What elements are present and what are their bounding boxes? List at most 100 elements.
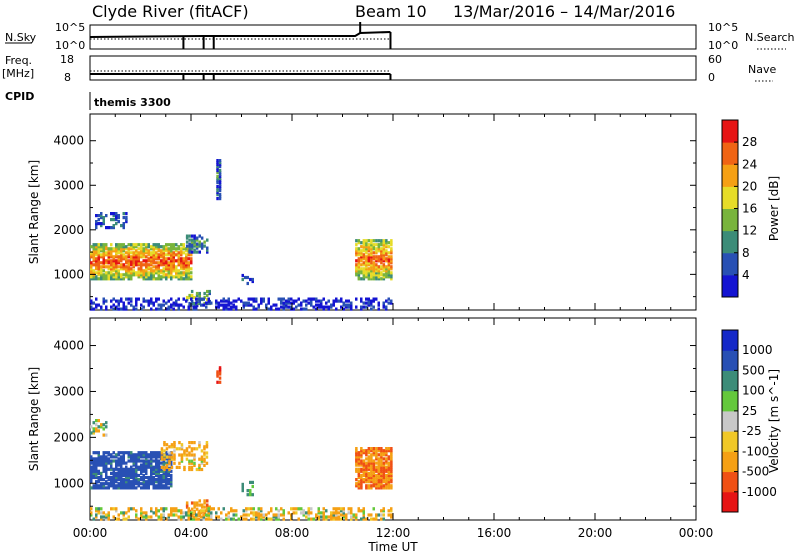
data-cell [140, 275, 143, 279]
data-cell [112, 307, 115, 311]
data-cell [117, 299, 120, 303]
data-cell [160, 271, 163, 275]
data-cell [97, 461, 100, 465]
data-cell [385, 478, 388, 482]
data-cell [117, 457, 120, 461]
data-cell [117, 467, 120, 471]
data-cell [92, 429, 95, 433]
data-cell [90, 507, 93, 511]
data-cell [190, 261, 193, 265]
data-cell [145, 482, 148, 486]
data-cell [198, 441, 201, 445]
data-cell [265, 303, 268, 307]
data-cell [95, 469, 98, 473]
data-cell [180, 247, 183, 251]
data-cell [90, 265, 93, 269]
data-cell [157, 465, 160, 469]
data-cell [172, 509, 175, 513]
data-cell [127, 249, 130, 253]
data-cell [265, 513, 268, 517]
data-cell [332, 517, 335, 521]
data-cell [135, 465, 138, 469]
data-cell [95, 247, 98, 251]
data-cell [290, 307, 293, 311]
data-cell [95, 427, 98, 431]
data-cell [190, 246, 194, 250]
data-cell [375, 249, 378, 253]
data-cell [180, 259, 183, 263]
data-cell [377, 275, 381, 279]
data-cell [117, 269, 120, 273]
data-cell [135, 453, 138, 457]
data-cell [375, 451, 378, 455]
data-cell [360, 461, 363, 465]
data-cell [370, 469, 373, 473]
data-cell [370, 241, 373, 245]
data-cell [182, 271, 185, 275]
data-cell [155, 453, 158, 457]
data-cell [150, 269, 153, 273]
data-cell [173, 457, 176, 461]
data-cell [90, 467, 93, 471]
data-cell [241, 487, 244, 491]
data-cell [145, 261, 148, 265]
data-cell [367, 263, 371, 267]
data-cell [163, 449, 166, 453]
data-cell [387, 469, 391, 473]
data-cell [387, 465, 391, 469]
data-cell [205, 301, 208, 305]
data-cell [200, 303, 203, 307]
data-cell [137, 247, 140, 251]
data-cell [137, 261, 140, 265]
data-cell [375, 449, 378, 453]
data-cell [177, 509, 180, 513]
data-cell [122, 216, 125, 220]
data-cell [367, 513, 370, 517]
data-cell [382, 486, 386, 490]
data-cell [372, 507, 375, 511]
data-cell [102, 263, 105, 267]
data-cell [357, 471, 361, 475]
data-cell [110, 480, 113, 484]
data-cell [187, 257, 190, 261]
data-cell [97, 243, 100, 247]
data-cell [145, 484, 148, 488]
data-cell [122, 467, 125, 471]
data-cell [360, 451, 363, 455]
data-cell [145, 275, 148, 279]
data-cell [382, 265, 386, 269]
y-tick-label: 3000 [53, 178, 84, 192]
data-cell [92, 275, 95, 279]
data-cell [115, 299, 118, 303]
data-cell [142, 475, 145, 480]
data-cell [115, 265, 118, 269]
data-cell [137, 482, 140, 486]
data-cell [120, 259, 123, 263]
data-cell [255, 297, 258, 301]
data-cell [272, 515, 275, 519]
data-cell [262, 515, 265, 519]
data-cell [132, 271, 135, 275]
data-cell [112, 451, 115, 455]
data-cell [362, 461, 366, 465]
data-cell [167, 515, 170, 519]
data-cell [157, 467, 160, 471]
data-cell [130, 303, 133, 307]
data-cell [190, 277, 193, 281]
data-cell [370, 275, 373, 279]
data-cell [227, 297, 230, 301]
data-cell [120, 457, 123, 461]
data-cell [387, 241, 391, 245]
data-cell [90, 486, 93, 490]
data-cell [322, 511, 325, 515]
data-cell [170, 455, 174, 459]
data-cell [187, 271, 190, 275]
data-cell [360, 249, 363, 253]
data-cell [130, 299, 133, 303]
data-cell [105, 473, 108, 478]
data-cell [107, 517, 110, 521]
data-cell [177, 517, 180, 521]
data-cell [135, 467, 138, 471]
data-cell [112, 469, 115, 473]
data-cell [180, 243, 183, 247]
